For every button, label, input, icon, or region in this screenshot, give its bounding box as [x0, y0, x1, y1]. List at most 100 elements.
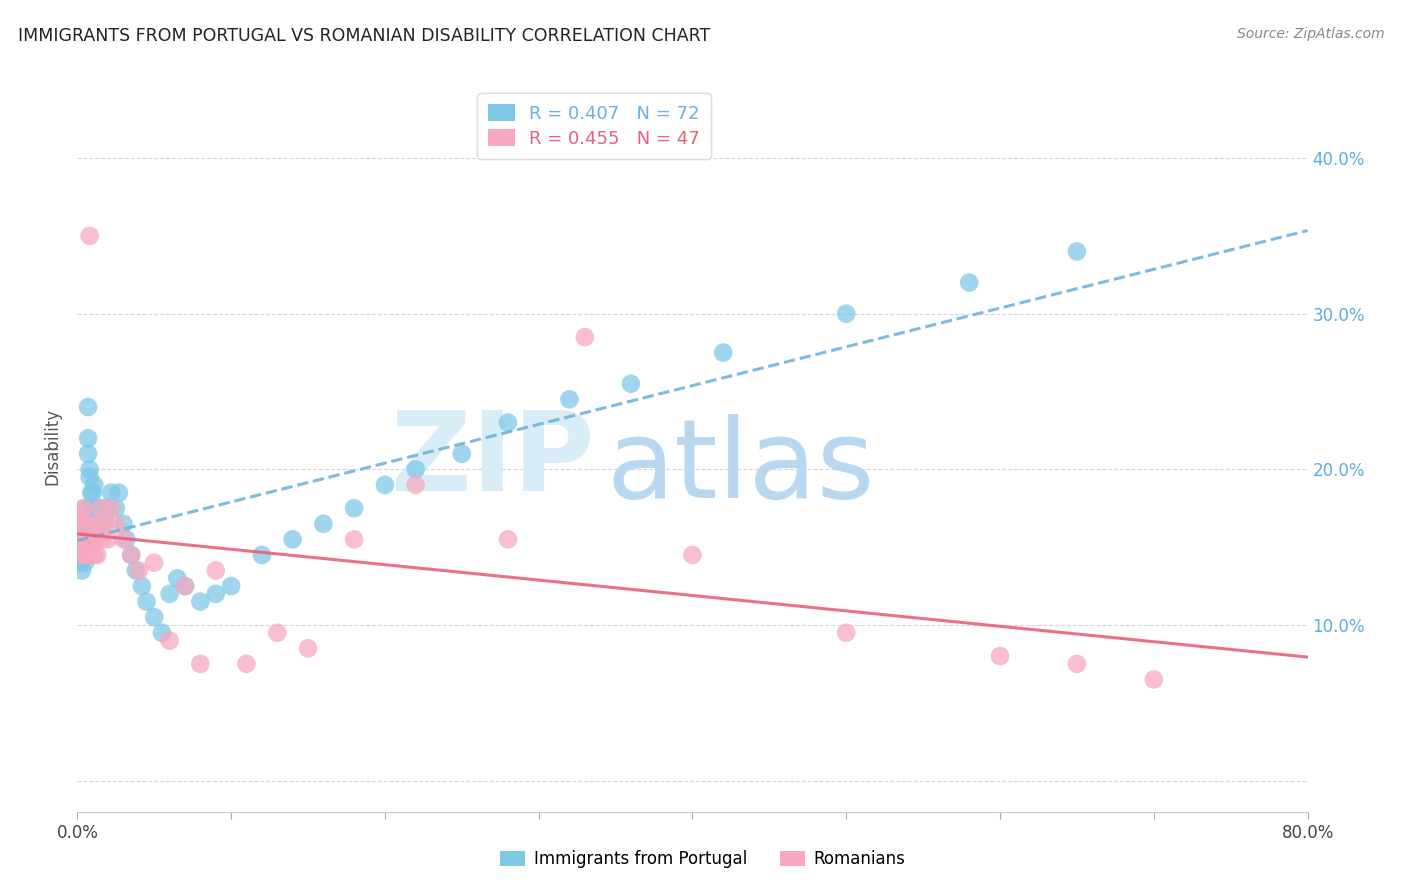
Immigrants from Portugal — [97, 501, 120, 516]
Romanians — [76, 516, 98, 531]
Immigrants from Portugal — [711, 345, 734, 359]
Romanians — [496, 533, 519, 547]
Romanians — [77, 533, 100, 547]
Romanians — [112, 533, 135, 547]
Immigrants from Portugal — [112, 516, 135, 531]
Immigrants from Portugal — [1066, 244, 1088, 259]
Y-axis label: Disability: Disability — [44, 408, 62, 484]
Romanians — [835, 625, 858, 640]
Immigrants from Portugal — [89, 501, 111, 516]
Text: atlas: atlas — [606, 415, 875, 522]
Romanians — [72, 501, 94, 516]
Romanians — [83, 548, 105, 562]
Immigrants from Portugal — [70, 524, 93, 539]
Immigrants from Portugal — [188, 594, 212, 608]
Immigrants from Portugal — [143, 610, 166, 624]
Immigrants from Portugal — [70, 548, 93, 562]
Romanians — [188, 657, 212, 671]
Immigrants from Portugal — [957, 276, 980, 290]
Legend: Immigrants from Portugal, Romanians: Immigrants from Portugal, Romanians — [494, 844, 912, 875]
Immigrants from Portugal — [125, 564, 148, 578]
Text: IMMIGRANTS FROM PORTUGAL VS ROMANIAN DISABILITY CORRELATION CHART: IMMIGRANTS FROM PORTUGAL VS ROMANIAN DIS… — [18, 27, 710, 45]
Romanians — [343, 533, 366, 547]
Immigrants from Portugal — [79, 470, 101, 484]
Immigrants from Portugal — [115, 533, 138, 547]
Romanians — [97, 533, 120, 547]
Romanians — [574, 330, 596, 344]
Immigrants from Portugal — [76, 509, 98, 524]
Immigrants from Portugal — [204, 587, 226, 601]
Immigrants from Portugal — [77, 400, 100, 414]
Immigrants from Portugal — [835, 307, 858, 321]
Romanians — [86, 548, 108, 562]
Immigrants from Portugal — [82, 501, 104, 516]
Romanians — [204, 564, 226, 578]
Immigrants from Portugal — [281, 533, 304, 547]
Immigrants from Portugal — [70, 564, 93, 578]
Immigrants from Portugal — [450, 447, 472, 461]
Immigrants from Portugal — [558, 392, 581, 407]
Immigrants from Portugal — [159, 587, 181, 601]
Immigrants from Portugal — [135, 594, 157, 608]
Romanians — [174, 579, 197, 593]
Immigrants from Portugal — [131, 579, 153, 593]
Text: Source: ZipAtlas.com: Source: ZipAtlas.com — [1237, 27, 1385, 41]
Immigrants from Portugal — [496, 416, 519, 430]
Romanians — [1143, 673, 1166, 687]
Immigrants from Portugal — [69, 509, 91, 524]
Immigrants from Portugal — [77, 431, 100, 445]
Immigrants from Portugal — [82, 516, 104, 531]
Immigrants from Portugal — [72, 548, 94, 562]
Romanians — [73, 533, 96, 547]
Immigrants from Portugal — [76, 516, 98, 531]
Immigrants from Portugal — [73, 501, 96, 516]
Immigrants from Portugal — [219, 579, 242, 593]
Immigrants from Portugal — [83, 478, 105, 492]
Romanians — [79, 533, 101, 547]
Immigrants from Portugal — [120, 548, 142, 562]
Immigrants from Portugal — [93, 516, 115, 531]
Immigrants from Portugal — [69, 540, 91, 554]
Text: ZIP: ZIP — [391, 407, 595, 514]
Romanians — [67, 533, 90, 547]
Romanians — [80, 524, 103, 539]
Romanians — [79, 228, 101, 243]
Immigrants from Portugal — [82, 485, 104, 500]
Romanians — [89, 501, 111, 516]
Immigrants from Portugal — [80, 501, 103, 516]
Romanians — [297, 641, 319, 656]
Immigrants from Portugal — [70, 533, 93, 547]
Romanians — [76, 533, 98, 547]
Immigrants from Portugal — [69, 556, 91, 570]
Immigrants from Portugal — [343, 501, 366, 516]
Immigrants from Portugal — [67, 533, 90, 547]
Immigrants from Portugal — [405, 462, 427, 476]
Immigrants from Portugal — [374, 478, 396, 492]
Immigrants from Portugal — [84, 509, 107, 524]
Romanians — [87, 516, 110, 531]
Romanians — [70, 516, 93, 531]
Immigrants from Portugal — [80, 485, 103, 500]
Romanians — [405, 478, 427, 492]
Immigrants from Portugal — [86, 501, 108, 516]
Romanians — [69, 509, 91, 524]
Romanians — [100, 501, 122, 516]
Immigrants from Portugal — [90, 501, 114, 516]
Romanians — [84, 533, 107, 547]
Immigrants from Portugal — [67, 548, 90, 562]
Immigrants from Portugal — [84, 516, 107, 531]
Immigrants from Portugal — [72, 533, 94, 547]
Immigrants from Portugal — [174, 579, 197, 593]
Immigrants from Portugal — [104, 501, 127, 516]
Romanians — [143, 556, 166, 570]
Immigrants from Portugal — [83, 501, 105, 516]
Romanians — [159, 633, 181, 648]
Immigrants from Portugal — [108, 485, 131, 500]
Immigrants from Portugal — [77, 447, 100, 461]
Romanians — [104, 516, 127, 531]
Immigrants from Portugal — [100, 485, 122, 500]
Romanians — [1066, 657, 1088, 671]
Romanians — [94, 516, 117, 531]
Immigrants from Portugal — [76, 533, 98, 547]
Romanians — [73, 548, 96, 562]
